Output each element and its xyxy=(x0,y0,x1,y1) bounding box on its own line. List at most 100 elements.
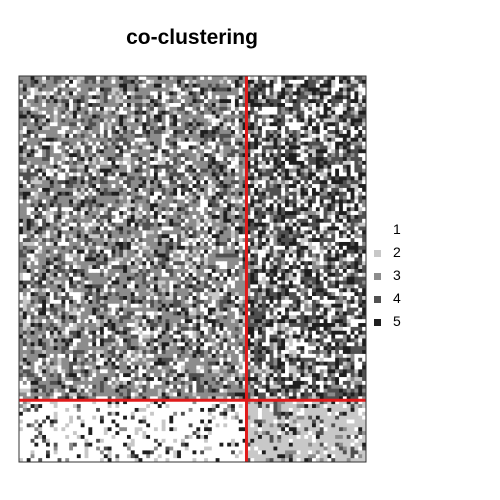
heatmap-cell xyxy=(38,249,43,254)
heatmap-cell xyxy=(273,230,278,235)
heatmap-cell xyxy=(342,180,348,185)
heatmap-cell xyxy=(115,157,120,162)
heatmap-cell xyxy=(123,257,128,262)
heatmap-cell xyxy=(327,284,332,289)
heatmap-cell xyxy=(204,249,209,254)
heatmap-cell xyxy=(19,253,24,258)
heatmap-cell xyxy=(22,199,28,204)
heatmap-cell xyxy=(38,122,43,127)
heatmap-cell xyxy=(115,87,120,92)
heatmap-cell xyxy=(285,265,290,270)
heatmap-cell xyxy=(315,87,321,92)
heatmap-cell xyxy=(157,211,163,216)
heatmap-cell xyxy=(285,241,290,247)
heatmap-cell xyxy=(111,149,116,154)
heatmap-cell xyxy=(215,95,220,100)
heatmap-cell xyxy=(69,130,74,135)
heatmap-cell xyxy=(207,199,213,204)
heatmap-cell xyxy=(157,187,163,193)
heatmap-cell xyxy=(49,87,55,92)
heatmap-cell xyxy=(277,99,282,104)
heatmap-cell xyxy=(72,133,78,139)
heatmap-cell xyxy=(296,269,301,274)
heatmap-cell xyxy=(211,234,216,239)
heatmap-cell xyxy=(258,253,263,258)
heatmap-cell xyxy=(207,133,213,139)
heatmap-cell xyxy=(138,126,143,131)
heatmap-cell xyxy=(277,257,282,262)
heatmap-cell xyxy=(126,133,132,139)
heatmap-cell xyxy=(204,141,209,146)
heatmap-cell xyxy=(146,145,151,150)
heatmap-cell xyxy=(65,253,70,258)
heatmap-cell xyxy=(184,133,189,139)
heatmap-cell xyxy=(161,222,166,227)
heatmap-cell xyxy=(242,207,247,212)
heatmap-cell xyxy=(207,234,213,239)
heatmap-cell xyxy=(157,114,163,119)
heatmap-cell xyxy=(350,122,355,127)
heatmap-cell xyxy=(281,95,286,100)
heatmap-cell xyxy=(26,126,31,131)
heatmap-cell xyxy=(126,249,132,254)
heatmap-cell xyxy=(234,207,240,212)
heatmap-cell xyxy=(92,234,97,239)
heatmap-cell xyxy=(285,153,290,158)
heatmap-cell xyxy=(57,257,62,262)
heatmap-cell xyxy=(362,234,367,239)
heatmap-cell xyxy=(258,199,263,204)
heatmap-cell xyxy=(261,106,267,112)
heatmap-cell xyxy=(327,238,332,243)
heatmap-cell xyxy=(142,106,147,112)
heatmap-cell xyxy=(153,218,159,224)
heatmap-cell xyxy=(354,168,359,173)
heatmap-cell xyxy=(57,222,62,227)
heatmap-cell xyxy=(161,191,166,197)
heatmap-cell xyxy=(323,211,328,216)
heatmap-cell xyxy=(153,137,159,142)
heatmap-cell xyxy=(254,153,259,158)
heatmap-cell xyxy=(65,103,70,108)
heatmap-cell xyxy=(161,126,166,131)
heatmap-cell xyxy=(42,280,47,285)
heatmap-cell xyxy=(53,207,58,212)
heatmap-cell xyxy=(319,145,324,150)
heatmap-cell xyxy=(188,157,193,162)
heatmap-cell xyxy=(173,187,178,193)
heatmap-cell xyxy=(254,203,259,208)
heatmap-cell xyxy=(292,87,297,92)
heatmap-cell xyxy=(173,95,178,100)
heatmap-cell xyxy=(350,269,355,274)
heatmap-cell xyxy=(346,241,351,247)
heatmap-cell xyxy=(227,249,232,254)
heatmap-cell xyxy=(227,234,232,239)
heatmap-cell xyxy=(142,257,147,262)
heatmap-cell xyxy=(42,145,47,150)
heatmap-cell xyxy=(246,76,251,81)
heatmap-cell xyxy=(45,122,51,127)
heatmap-cell xyxy=(207,137,213,142)
heatmap-cell xyxy=(22,187,28,193)
heatmap-cell xyxy=(350,199,355,204)
heatmap-cell xyxy=(157,160,163,166)
heatmap-cell xyxy=(42,164,47,169)
heatmap-cell xyxy=(261,141,267,146)
heatmap-cell xyxy=(19,269,24,274)
heatmap-cell xyxy=(69,99,74,104)
heatmap-cell xyxy=(204,145,209,150)
heatmap-cell xyxy=(49,199,55,204)
heatmap-cell xyxy=(188,195,193,200)
heatmap-cell xyxy=(119,238,124,243)
heatmap-cell xyxy=(292,261,297,266)
heatmap-cell xyxy=(99,203,105,208)
heatmap-cell xyxy=(200,269,205,274)
heatmap-cell xyxy=(103,164,109,169)
heatmap-cell xyxy=(281,145,286,150)
heatmap-cell xyxy=(315,118,321,123)
heatmap-cell xyxy=(211,103,216,108)
heatmap-cell xyxy=(80,137,85,142)
heatmap-cell xyxy=(22,214,28,220)
heatmap-cell xyxy=(169,199,174,204)
heatmap-cell xyxy=(242,106,247,112)
heatmap-cell xyxy=(123,245,128,251)
